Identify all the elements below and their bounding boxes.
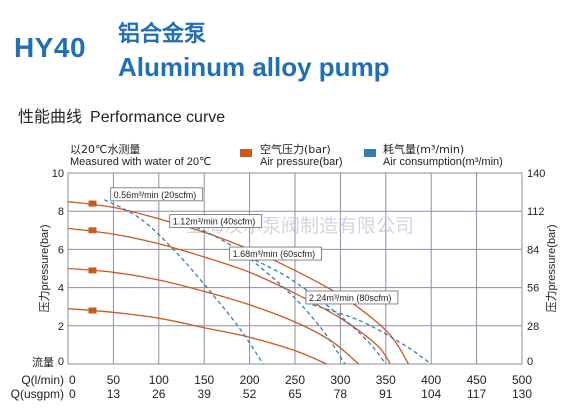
x-tick-label: 100 <box>149 373 169 387</box>
x-tick-label: 450 <box>467 373 487 387</box>
water-note-cn: 以20℃水测量 <box>70 143 141 156</box>
x-tick-label: 50 <box>107 373 121 387</box>
title-english: Aluminum alloy pump <box>118 52 390 82</box>
consumption-legend-swatch <box>364 149 376 157</box>
y2-tick-label: 0 <box>527 356 533 368</box>
pressure-curve <box>67 267 360 365</box>
pressure-marker <box>88 200 97 207</box>
x2-tick-label: 130 <box>512 387 532 401</box>
x-tick-label: 200 <box>240 373 260 387</box>
performance-curve-heading: 性能曲线 Performance curve <box>18 103 225 127</box>
pressure-legend: 空气压力(bar) Air pressure(bar) <box>260 143 343 169</box>
x2-tick-label: 117 <box>467 387 486 401</box>
pressure-marker <box>88 307 97 314</box>
chart-grid <box>67 172 523 365</box>
consumption-legend-en: Air consumption(m³/min) <box>383 156 503 168</box>
consumption-annotation: 2.24m³/min (80scfm) <box>309 293 392 303</box>
model-number: HY40 <box>14 32 87 63</box>
consumption-curve <box>235 250 387 365</box>
x2-tick-label: 104 <box>421 387 441 401</box>
y-tick-label: 8 <box>58 206 64 218</box>
x2-tick-label: 13 <box>107 387 121 401</box>
y-axis-title: 压力pressure(bar) <box>38 224 51 312</box>
consumption-curve <box>176 218 346 365</box>
x2-tick-label: 0 <box>69 387 76 401</box>
y2-axis-title: 压力pressure(bar) <box>545 224 558 312</box>
x-tick-label: 500 <box>512 373 532 387</box>
x2-tick-label: 39 <box>198 387 212 401</box>
x-tick-label: 400 <box>421 373 441 387</box>
subtitle-chinese: 性能曲线 <box>18 107 83 126</box>
x-tick-label: 350 <box>376 373 396 387</box>
consumption-legend: 耗气量(m³/min) Air consumption(m³/min) <box>383 143 503 169</box>
consumption-curve <box>103 199 264 365</box>
x-tick-label: 150 <box>194 373 214 387</box>
water-note-en: Measured with water of 20℃ <box>70 156 212 168</box>
x-tick-label: 250 <box>285 373 305 387</box>
corner-label: 流量 <box>32 355 54 369</box>
pressure-marker <box>88 227 97 234</box>
y2-tick-label: 56 <box>527 283 539 295</box>
pressure-legend-swatch <box>240 149 252 157</box>
pressure-marker <box>88 267 97 274</box>
y2-tick-label: 28 <box>527 321 539 333</box>
y-tick-label: 2 <box>58 321 64 333</box>
subtitle-english: Performance curve <box>90 109 226 126</box>
y2-tick-label: 112 <box>527 206 545 218</box>
x-tick-label: 300 <box>330 373 350 387</box>
pressure-legend-cn: 空气压力(bar) <box>260 143 331 156</box>
x-tick-label: 0 <box>69 373 76 387</box>
y-tick-label: 4 <box>58 283 64 295</box>
consumption-annotation-box <box>169 214 263 228</box>
consumption-annotation: 1.12m³/min (40scfm) <box>173 217 256 227</box>
x-axis-label: Q(l/min) <box>21 373 64 387</box>
x2-tick-label: 78 <box>334 387 348 401</box>
x2-tick-label: 91 <box>379 387 393 401</box>
x2-tick-label: 52 <box>243 387 257 401</box>
x2-tick-label: 26 <box>152 387 166 401</box>
water-note: 以20℃水测量 Measured with water of 20℃ <box>70 143 211 169</box>
pressure-legend-en: Air pressure(bar) <box>260 156 343 168</box>
y-tick-label: 10 <box>52 168 64 180</box>
x2-axis-label: Q(usgpm) <box>11 387 64 401</box>
pressure-curve <box>67 227 391 365</box>
consumption-curve <box>305 302 432 365</box>
title-chinese: 铝合金泵 <box>118 22 207 47</box>
y2-tick-label: 140 <box>527 168 545 180</box>
y2-tick-label: 84 <box>527 244 539 256</box>
y-tick-label: 6 <box>58 244 64 256</box>
consumption-annotation-box <box>229 246 323 261</box>
consumption-legend-cn: 耗气量(m³/min) <box>383 143 465 156</box>
consumption-annotation: 0.56m³/min (20scfm) <box>114 190 197 200</box>
pressure-curve <box>67 307 328 365</box>
consumption-annotation: 1.68m³/min (60scfm) <box>233 249 316 259</box>
consumption-annotation-box <box>110 187 204 202</box>
x2-tick-label: 65 <box>288 387 302 401</box>
y-tick-label: 0 <box>58 356 64 368</box>
consumption-annotation-box <box>305 290 399 305</box>
